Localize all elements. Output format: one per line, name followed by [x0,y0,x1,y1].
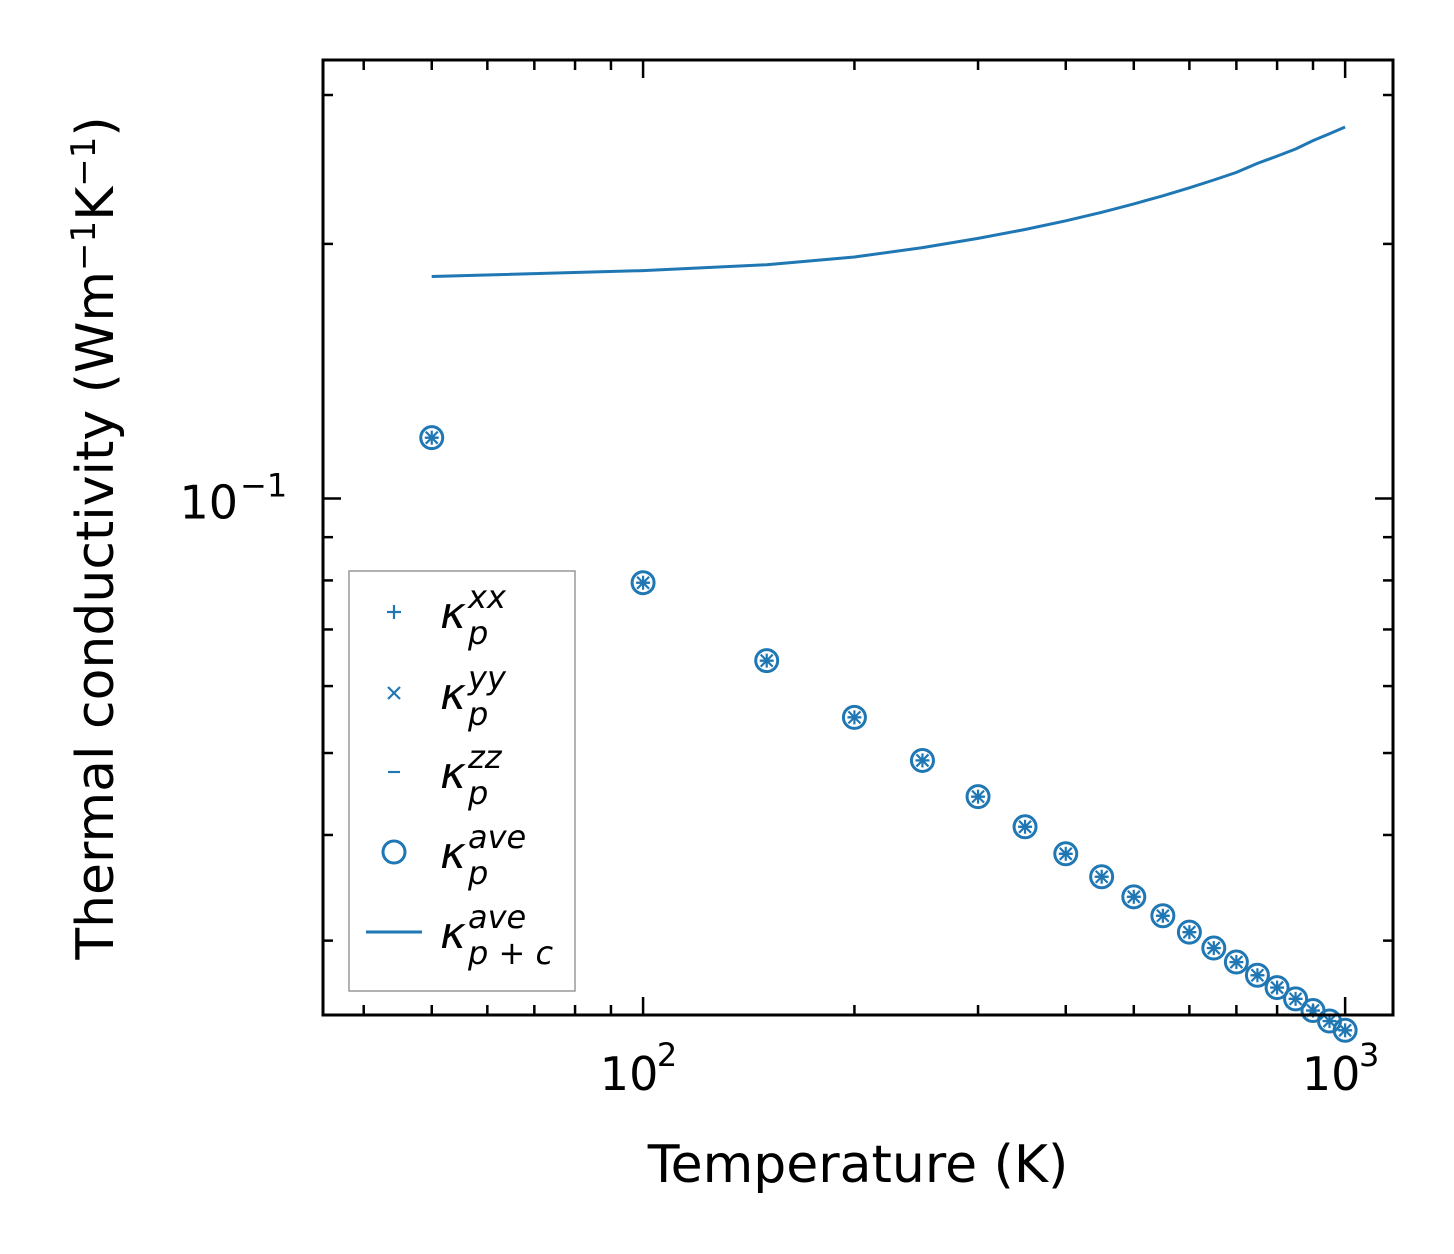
legend-label-symbol: κ [440,748,466,799]
legend-label-subscript: p [467,854,488,892]
legend-label-symbol: κ [440,588,466,639]
minor-ticks [323,60,1393,1015]
marker-kp_ave [1053,841,1079,867]
series-kpc_ave-path [431,125,1346,278]
legend-entry-kp_yy: κ yyp [387,659,507,733]
marker-kp_ave [841,704,867,730]
marker-kp_ave [1150,903,1176,929]
legend-label-superscript: ave [468,818,526,856]
marker-kp_ave [1332,1017,1358,1043]
legend-swatch-x-b [387,686,401,700]
legend-label-symbol: κ [440,669,466,720]
x-axis-label: Temperature (K) [647,1135,1069,1195]
y-axis-label-main: Thermal conductivity (Wm [66,271,126,961]
legend-swatch-x [387,686,401,700]
series-kpc-ave-line [431,125,1346,278]
legend-swatch-circle [381,839,407,865]
legend-label-superscript: xx [467,578,507,616]
y-tick-label: 10 [179,475,238,529]
marker-kp_ave [1244,962,1270,988]
marker-kp_ave [630,570,656,596]
marker-kp_ave [1121,884,1147,910]
legend-label-subscript: p [467,614,488,652]
legend-swatch-plus [387,605,401,619]
legend-label-superscript: ave [468,898,526,936]
x-tick-label: 10 [1302,1047,1361,1101]
marker-kp_ave [1264,975,1290,1001]
marker-kp_ave [1089,864,1115,890]
legend-label-symbol: κ [440,908,466,959]
plot-frame [321,58,1395,1017]
marker-kp_ave [1012,814,1038,840]
y-axis-label-exp2: −1 [64,137,104,187]
y-axis-label-exp1: −1 [64,221,104,271]
y-tick-label-exponent: −1 [240,466,287,504]
y-axis-label: Thermal conductivity (Wm−1K−1) [64,116,126,960]
major-ticks [323,60,1393,1015]
legend-label-subscript: p [467,774,488,812]
data-markers [419,425,1358,1043]
x-tick-label: 10 [600,1047,659,1101]
marker-kp_ave [1283,986,1309,1012]
x-tick-labels: 102 103 [600,1036,1379,1101]
marker-kp_ave [1176,919,1202,945]
y-tick-labels: 10 −1 [179,466,287,529]
marker-kp_ave [965,784,991,810]
marker-kp_ave [909,747,935,773]
legend-label-superscript: zz [467,738,503,776]
marker-kp_ave [419,425,445,451]
legend-entry-kp_xx: κ xxp [387,578,507,652]
legend-box [348,570,576,992]
legend-label-symbol: κ [440,828,466,879]
legend-entry-kp_zz: κ zzp [388,738,503,812]
y-axis-label-close: ) [66,116,126,136]
legend-label-subscript: p + c [467,934,553,972]
y-axis-label-mid: K [66,185,126,221]
marker-kp_ave [1201,935,1227,961]
marker-kp_ave [1223,949,1249,975]
legend-label-superscript: yy [467,659,507,697]
legend-label-subscript: p [467,695,488,733]
x-tick-label-exponent: 2 [657,1036,677,1074]
x-tick-label-exponent: 3 [1359,1036,1379,1074]
marker-kp_ave [754,648,780,674]
